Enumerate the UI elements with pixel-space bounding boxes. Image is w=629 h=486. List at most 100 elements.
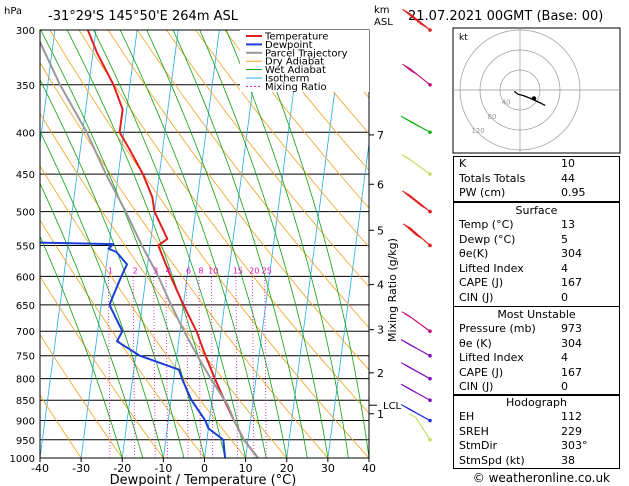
surface-row: CIN (J) 0 (459, 290, 568, 304)
wind-barb-feather (409, 229, 418, 235)
mixing-ratio-label: 6 (186, 266, 191, 275)
asl-label: ASL (374, 17, 393, 28)
wind-barb-feather (419, 22, 427, 28)
height-tick-label: 5 (377, 224, 384, 237)
pressure-tick-label: 450 (16, 170, 35, 181)
isotherm-line (204, 30, 261, 458)
hodograph-unit: kt (459, 33, 468, 43)
index-row-totals: Totals Totals 44 (459, 171, 575, 185)
legend-entry: Dry Adiabat (265, 57, 324, 68)
wet-adiabat-line (40, 130, 164, 458)
wet-adiabat-line (40, 30, 205, 458)
x-tick-label: -30 (72, 462, 90, 475)
hodograph-trace (513, 90, 546, 106)
height-tick-label: 7 (377, 129, 384, 142)
wind-barb (401, 311, 432, 334)
series-parcel-trajectory (40, 39, 259, 458)
most-unstable-row: Pressure (mb) 973 (459, 322, 582, 335)
mixing-ratio-line (153, 276, 156, 458)
isotherm-line (40, 30, 97, 458)
mixing-ratio-label: 2 (133, 266, 138, 275)
wind-barb-feather (411, 121, 419, 127)
dry-adiabat-line (40, 333, 123, 458)
legend-entry: Isotherm (265, 74, 309, 85)
wind-barb-feather (408, 366, 417, 372)
wet-adiabat-line (199, 30, 329, 458)
hodograph: 40 80 120 kt (452, 27, 621, 154)
wind-barb-feather (408, 408, 417, 414)
datetime-title: 21.07.2021 00GMT (Base: 00) (408, 9, 603, 24)
mixing-ratio-label: 3 (153, 266, 158, 275)
height-tick-label: 1 (377, 408, 384, 421)
wind-barb-staff (415, 417, 431, 441)
pressure-tick-label: 850 (16, 396, 35, 407)
wind-barb (400, 362, 432, 381)
wind-barb-feather (407, 227, 416, 233)
mixing-ratio-label: 8 (198, 266, 203, 275)
x-tick-label: 20 (280, 462, 294, 475)
mixing-ratio-line (198, 276, 201, 458)
wind-barb (400, 403, 432, 423)
pressure-tick-label: 550 (16, 241, 35, 252)
hodograph-frame (452, 27, 621, 154)
surface-row: Temp (°C) 13 (459, 218, 575, 231)
mixing-ratio-label: 4 (165, 266, 170, 275)
dry-adiabat-line (166, 30, 369, 288)
hodograph-ring-label: 120 (471, 127, 484, 135)
x-tick-label: 30 (321, 462, 335, 475)
dry-adiabat-line (224, 30, 369, 209)
wet-adiabat-line (40, 182, 144, 458)
height-tick-label: 4 (377, 279, 384, 292)
mixing-ratio-line (186, 276, 189, 458)
wet-adiabat-line (66, 30, 226, 458)
pressure-tick-label: 300 (16, 26, 35, 37)
wind-barb-feather (408, 388, 417, 393)
mixing-ratio-label: 15 (233, 266, 243, 275)
mixing-ratio-axis-label: Mixing Ratio (g/kg) (386, 238, 399, 342)
surface-title: Surface (515, 204, 558, 217)
pressure-tick-label: 800 (16, 375, 35, 386)
copyright: © weatheronline.co.uk (473, 471, 610, 485)
km-label: km (374, 5, 390, 16)
wind-barb (408, 413, 432, 442)
index-row-k: K 10 (459, 157, 575, 170)
wind-barbs (400, 8, 432, 442)
wind-barb (400, 115, 432, 135)
x-tick-label: 0 (201, 462, 208, 475)
x-tick-label: 10 (239, 462, 253, 475)
pressure-tick-label: 350 (16, 81, 35, 92)
isotherm-line (245, 30, 303, 458)
lcl-label: LCL (383, 401, 402, 412)
height-tick-label: 2 (377, 367, 384, 380)
wind-barb (402, 63, 432, 87)
wet-adiabat-line (146, 30, 288, 458)
wind-barb (400, 383, 432, 403)
most-unstable-row: Lifted Index 4 (459, 351, 568, 365)
wet-adiabat-line (119, 30, 267, 458)
mixing-ratio-line (165, 276, 168, 458)
wind-barb-feather (405, 225, 413, 231)
isotherm-line (0, 30, 14, 458)
wind-barb-feather (404, 156, 412, 161)
mixing-ratio-line (264, 276, 267, 458)
dry-adiabat-line (40, 112, 288, 458)
height-tick-label: 6 (377, 178, 384, 191)
most-unstable-table: Most Unstable Pressure (mb) 973 θe (K) 304… (453, 306, 620, 396)
wet-adiabat-line (172, 30, 308, 458)
pressure-tick-label: 650 (16, 301, 35, 312)
hodograph-row: EH 112 (459, 410, 582, 423)
dry-adiabat-line (40, 219, 205, 458)
x-tick-label: 40 (362, 462, 376, 475)
surface-row: CAPE (J) 167 (459, 276, 582, 290)
wet-adiabat-line (40, 78, 185, 458)
surface-row: Lifted Index 4 (459, 261, 568, 275)
legend-entry: Mixing Ratio (265, 82, 327, 93)
hodograph-row: StmDir 303° (459, 439, 588, 453)
dry-adiabat-line (78, 30, 369, 414)
legend-entry: Wet Adiabat (265, 65, 326, 76)
legend-entry: Temperature (264, 32, 328, 43)
isotherm-line (286, 30, 344, 458)
wet-adiabat-line (252, 30, 369, 458)
mixing-ratio-label: 20 (249, 266, 259, 275)
dry-adiabat-line (136, 30, 369, 329)
